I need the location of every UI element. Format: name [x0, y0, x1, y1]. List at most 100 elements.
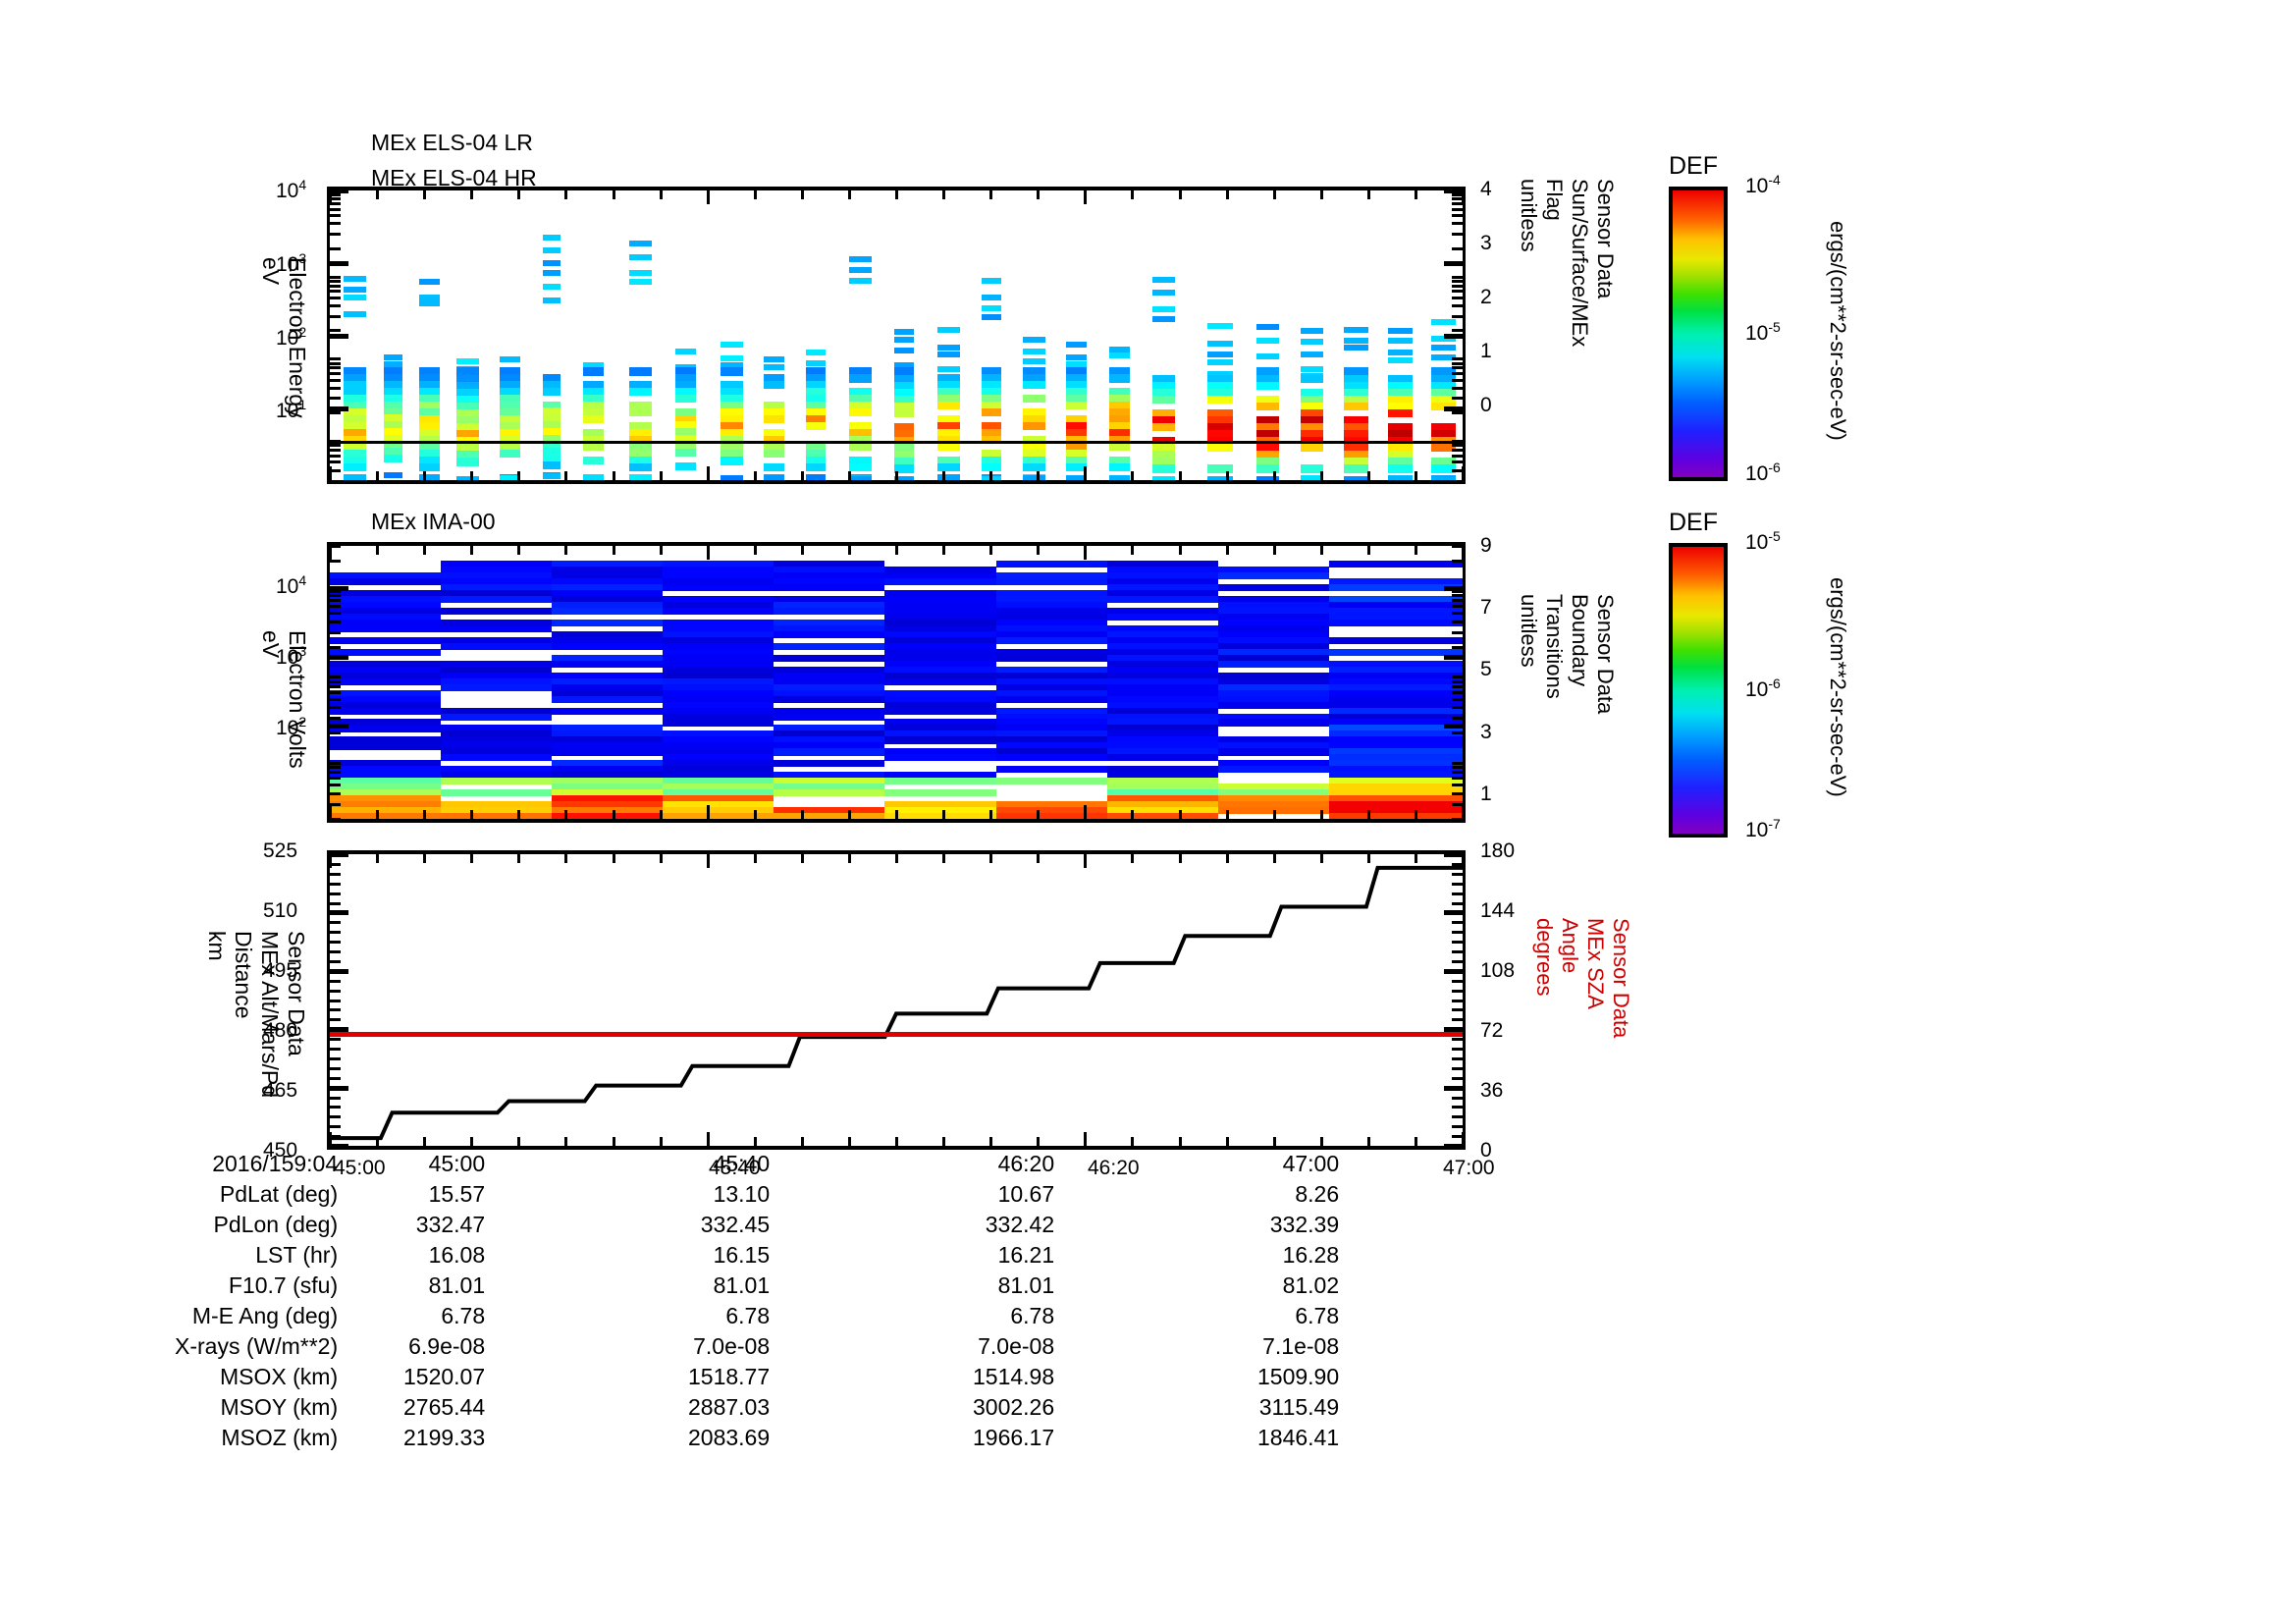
spec-band	[981, 462, 1002, 471]
ima-rtick-3: 3	[1480, 721, 1492, 743]
spec-band	[1255, 367, 1280, 376]
spec-band	[1023, 367, 1046, 376]
ima-band	[1217, 654, 1329, 662]
ima-band	[995, 748, 1107, 756]
ytick-minor	[330, 372, 341, 376]
spec-band	[1430, 422, 1457, 432]
xtick-mark	[1037, 854, 1041, 863]
ima-band	[552, 642, 664, 651]
xtick-mark	[517, 1137, 521, 1146]
ima-band	[1328, 602, 1463, 610]
ima-band	[1106, 730, 1218, 738]
ima-band	[1106, 707, 1218, 715]
ima-band	[441, 789, 553, 797]
spec-band	[763, 415, 784, 424]
spec-band	[936, 327, 960, 334]
ytick-minor	[330, 468, 341, 472]
ima-band	[995, 807, 1107, 815]
ima-band	[884, 689, 996, 697]
ima-band	[774, 572, 885, 580]
ima-band	[995, 813, 1107, 819]
flag-zero-line	[330, 441, 1463, 445]
ima-band	[884, 813, 996, 819]
table-row: MSOX (km) 1520.07 1518.77 1514.98 1509.90	[175, 1364, 1339, 1394]
ima-band	[330, 572, 442, 580]
xtick-mark	[564, 471, 568, 480]
spec-band	[384, 401, 402, 409]
spec-band	[1300, 464, 1324, 473]
ima-band	[663, 584, 774, 592]
ytick-minor	[330, 1048, 341, 1051]
ima-band	[441, 642, 553, 651]
xtick-mark	[1178, 190, 1182, 199]
xtick-mark	[423, 471, 427, 480]
els-ytick-1e3: 103	[276, 250, 307, 276]
ima-band	[663, 807, 774, 815]
spec-band	[384, 394, 402, 403]
spec-band	[674, 442, 696, 451]
spec-band	[805, 395, 827, 404]
spec-band	[343, 286, 366, 293]
ima-band	[1217, 642, 1329, 651]
ima-band	[441, 766, 553, 774]
spec-band	[1023, 475, 1046, 480]
spec-band	[721, 408, 744, 417]
ima-band	[995, 672, 1107, 679]
ytick-minor	[330, 214, 341, 218]
ima-band	[1106, 683, 1218, 691]
els-title-lr: MEx ELS-04 LR	[371, 130, 533, 155]
spec-band	[893, 328, 915, 335]
ima-band	[1106, 701, 1218, 709]
ima-ytick-1e3: 103	[276, 643, 307, 669]
spec-band	[343, 456, 366, 464]
ima-band	[995, 636, 1107, 645]
ima-band	[552, 813, 664, 819]
els-spectrogram-panel[interactable]	[327, 187, 1466, 484]
xtick-mark	[1178, 546, 1182, 555]
xtick-mark	[423, 854, 427, 863]
xtick-mark	[1037, 810, 1041, 819]
ytick-minor	[1452, 882, 1463, 886]
spec-band	[1430, 335, 1457, 342]
spec-band	[763, 381, 784, 390]
ima-band	[884, 736, 996, 744]
spec-band	[936, 428, 960, 438]
ytick-major	[330, 190, 348, 193]
xtick-mark	[1178, 471, 1182, 480]
spec-band	[343, 374, 366, 383]
ytick-minor	[1452, 329, 1463, 333]
ima-band	[884, 578, 996, 586]
table-row: M-E Ang (deg) 6.78 6.78 6.78 6.78	[175, 1303, 1339, 1333]
ima-band	[884, 590, 996, 598]
ima-band	[663, 701, 774, 709]
ima-band	[1106, 742, 1218, 750]
ytick-minor	[330, 1135, 341, 1139]
spec-band	[674, 407, 696, 416]
spec-band	[628, 367, 652, 376]
spec-band	[805, 442, 827, 451]
ima-band	[330, 760, 442, 768]
table-row: PdLon (deg) 332.47 332.45 332.42 332.39	[175, 1212, 1340, 1242]
ytick-major	[1444, 586, 1463, 592]
xtick-mark	[612, 190, 615, 199]
ima-left-axis-label: Electron Volts eV	[257, 630, 310, 769]
spec-band	[893, 337, 915, 344]
ima-band	[441, 584, 553, 592]
els-rtick-2: 2	[1480, 286, 1492, 308]
xtick-mark	[706, 190, 710, 204]
spec-band	[721, 475, 744, 480]
ima-spectrogram-panel[interactable]	[327, 542, 1466, 823]
xtick-mark	[753, 190, 757, 199]
xtick-mark	[376, 810, 380, 819]
spec-band	[583, 402, 605, 410]
spec-band	[500, 388, 520, 397]
spec-band	[1151, 475, 1175, 480]
xtick-mark	[659, 854, 663, 863]
spec-band	[500, 442, 520, 451]
altitude-sza-panel[interactable]	[327, 850, 1466, 1150]
spec-band	[1430, 395, 1457, 404]
ima-band	[330, 636, 442, 645]
spec-band	[542, 448, 561, 457]
ima-band	[774, 602, 885, 610]
ima-band	[1106, 584, 1218, 592]
